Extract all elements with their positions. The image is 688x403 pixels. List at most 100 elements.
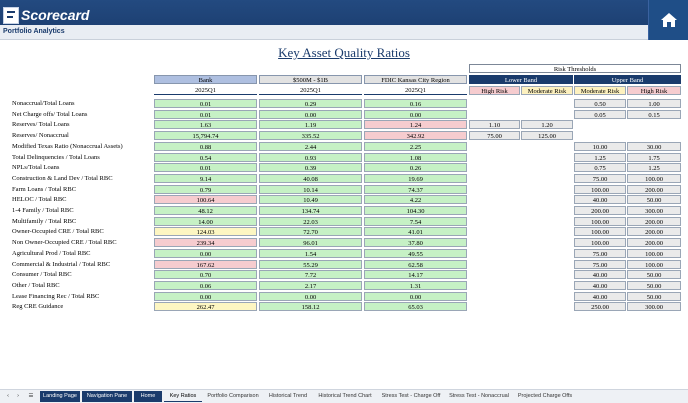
upper-band-moderate-cell: 75.00 (574, 260, 626, 269)
ratio-value-cell: 37.80 (364, 238, 467, 247)
upper-band-moderate-cell: 250.00 (574, 302, 626, 311)
sheet-tab[interactable]: Portfolio Comparison (207, 393, 259, 399)
ratio-value-cell: 1.63 (154, 120, 257, 129)
scorecard-logo[interactable]: Scorecard (3, 5, 89, 25)
row-label: Reserves/ Total Loans (12, 121, 70, 128)
ratio-value-cell: 41.01 (364, 227, 467, 236)
home-icon (660, 13, 677, 27)
threshold-subheader: Moderate Risk (574, 86, 626, 95)
upper-band-header: Upper Band (574, 75, 681, 84)
threshold-subheader: High Risk (469, 86, 520, 95)
upper-band-moderate-cell: 100.00 (574, 217, 626, 226)
sheet-tab[interactable]: Stress Test - Charge Off (381, 393, 441, 399)
scorecard-logo-icon (3, 6, 19, 24)
home-button[interactable] (648, 0, 688, 40)
ratio-value-cell: 0.93 (259, 153, 362, 162)
ratio-value-cell: 1.24 (364, 120, 467, 129)
upper-band-moderate-cell: 100.00 (574, 227, 626, 236)
ratio-value-cell: 22.03 (259, 217, 362, 226)
lower-band-header: Lower Band (469, 75, 573, 84)
threshold-subheader: Moderate Risk (521, 86, 573, 95)
ratio-value-cell: 0.00 (259, 292, 362, 301)
column-header: Bank (154, 75, 257, 84)
upper-band-high-cell: 100.00 (627, 174, 681, 183)
upper-band-moderate-cell: 100.00 (574, 238, 626, 247)
ratio-value-cell: 239.34 (154, 238, 257, 247)
sheet-tab[interactable]: Stress Test - Nonaccrual (449, 393, 509, 399)
sheet-tab[interactable]: Home (134, 391, 162, 402)
row-label: 1-4 Family / Total RBC (12, 207, 74, 214)
upper-band-moderate-cell: 75.00 (574, 174, 626, 183)
ratio-value-cell: 4.22 (364, 195, 467, 204)
ratio-value-cell: 100.64 (154, 195, 257, 204)
tab-scroll-right-button[interactable]: › (17, 393, 19, 399)
upper-band-moderate-cell: 200.00 (574, 206, 626, 215)
ratio-value-cell: 342.92 (364, 131, 467, 140)
row-label: Commercial & Industrial / Total RBC (12, 261, 111, 268)
row-label: Consumer / Total RBC (12, 271, 72, 278)
row-label: Net Charge offs/ Total Loans (12, 111, 88, 118)
ratio-value-cell: 10.14 (259, 185, 362, 194)
row-label: Lease Financing Rec / Total RBC (12, 293, 100, 300)
ratio-value-cell: 2.17 (259, 281, 362, 290)
ratio-value-cell: 2.44 (259, 142, 362, 151)
sheet-tab[interactable]: Historical Trend Chart (318, 393, 372, 399)
sheet-tab[interactable]: Projected Charge Offs (517, 393, 573, 399)
ratio-value-cell: 1.31 (364, 281, 467, 290)
ratio-value-cell: 65.03 (364, 302, 467, 311)
ratio-value-cell: 0.16 (364, 99, 467, 108)
ratio-value-cell: 7.72 (259, 270, 362, 279)
ratio-value-cell: 167.62 (154, 260, 257, 269)
ratio-value-cell: 72.70 (259, 227, 362, 236)
ratio-value-cell: 55.29 (259, 260, 362, 269)
sheet-tab[interactable]: Navigation Pane (82, 391, 132, 402)
ratio-value-cell: 1.08 (364, 153, 467, 162)
tab-list-menu-icon[interactable]: ☰ (28, 393, 34, 399)
ratio-value-cell: 0.00 (364, 110, 467, 119)
sheet-tab[interactable]: Key Ratios (164, 391, 202, 402)
sheet-tab[interactable]: Historical Trend (268, 393, 308, 399)
lower-band-moderate-cell: 1.20 (521, 120, 573, 129)
row-label: Non Owner-Occupied CRE / Total RBC (12, 239, 117, 246)
upper-band-high-cell: 200.00 (627, 227, 681, 236)
ratio-value-cell: 1.19 (259, 120, 362, 129)
ratio-value-cell: 0.00 (364, 292, 467, 301)
row-label: Farm Loans / Total RBC (12, 186, 77, 193)
row-label: Owner-Occupied CRE / Total RBC (12, 228, 104, 235)
upper-band-moderate-cell: 0.05 (574, 110, 626, 119)
ratio-value-cell: 48.12 (154, 206, 257, 215)
ratio-value-cell: 0.70 (154, 270, 257, 279)
ratio-value-cell: 7.54 (364, 217, 467, 226)
column-period: 2025Q1 (364, 86, 467, 95)
row-label: Modified Texas Ratio (Nonaccrual Assets) (12, 143, 123, 150)
ratio-value-cell: 158.12 (259, 302, 362, 311)
ratio-value-cell: 14.17 (364, 270, 467, 279)
upper-band-moderate-cell: 40.00 (574, 195, 626, 204)
report-subtitle: Portfolio Analytics (3, 28, 65, 35)
upper-band-high-cell: 100.00 (627, 260, 681, 269)
upper-band-high-cell: 300.00 (627, 206, 681, 215)
upper-band-high-cell: 100.00 (627, 249, 681, 258)
ratio-value-cell: 96.01 (259, 238, 362, 247)
row-label: HELOC / Total RBC (12, 196, 67, 203)
column-header: FDIC Kansas City Region (364, 75, 467, 84)
upper-band-high-cell: 1.00 (627, 99, 681, 108)
ratio-value-cell: 74.37 (364, 185, 467, 194)
ratio-value-cell: 134.74 (259, 206, 362, 215)
upper-band-high-cell: 1.25 (627, 163, 681, 172)
upper-band-moderate-cell: 0.50 (574, 99, 626, 108)
ratio-value-cell: 0.79 (154, 185, 257, 194)
report-subtitle-bar: Portfolio Analytics (0, 25, 648, 40)
upper-band-moderate-cell: 40.00 (574, 281, 626, 290)
ratio-value-cell: 0.54 (154, 153, 257, 162)
ratio-value-cell: 104.30 (364, 206, 467, 215)
upper-band-moderate-cell: 0.75 (574, 163, 626, 172)
ratio-value-cell: 124.03 (154, 227, 257, 236)
upper-band-high-cell: 200.00 (627, 217, 681, 226)
thresholds-title: Risk Thresholds (469, 64, 681, 73)
upper-band-moderate-cell: 75.00 (574, 249, 626, 258)
sheet-tab[interactable]: Landing Page (40, 391, 80, 402)
tab-scroll-left-button[interactable]: ‹ (7, 393, 9, 399)
ratio-value-cell: 1.54 (259, 249, 362, 258)
upper-band-moderate-cell: 100.00 (574, 185, 626, 194)
